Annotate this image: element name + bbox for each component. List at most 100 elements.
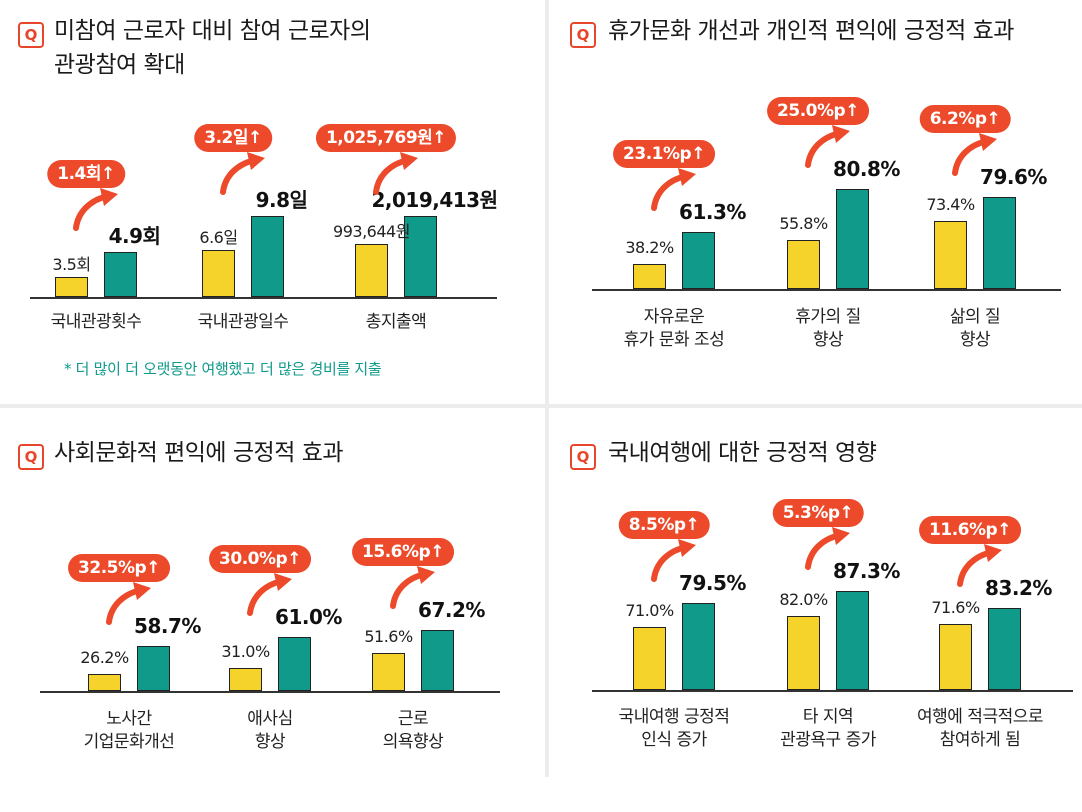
question-badge: Q <box>570 22 596 48</box>
increase-arrow-icon <box>957 544 1002 587</box>
bar-after <box>137 646 170 691</box>
increase-badge: 1,025,769원↑ <box>315 124 457 152</box>
value-label-before: 71.0% <box>625 601 674 620</box>
category-label-line: 의욕향상 <box>382 732 444 752</box>
value-label-after: 83.2% <box>985 576 1052 600</box>
footnote: * 더 많이 더 오랫동안 여행했고 더 많은 경비를 지출 <box>64 360 382 378</box>
category-label-line: 삶의 질 <box>949 307 1001 327</box>
bar-after <box>836 591 869 690</box>
bar-before <box>633 264 666 289</box>
increase-arrow-icon <box>73 188 118 231</box>
category-label-line: 향상 <box>959 330 991 350</box>
chart-title-line: 사회문화적 편익에 긍정적 효과 <box>54 440 344 466</box>
value-label-after: 61.0% <box>275 605 342 629</box>
category-label-line: 노사간 <box>106 709 152 729</box>
category-label: 여행에 적극적으로 참여하게 됨 <box>916 706 1044 752</box>
increase-arrow-icon <box>651 539 696 582</box>
category-label: 국내관광횟수 <box>51 311 142 334</box>
value-label-after: 61.3% <box>679 200 746 224</box>
increase-badge: 6.2%p↑ <box>919 105 1011 133</box>
bar-before <box>939 624 972 690</box>
bar-before <box>787 240 820 289</box>
value-label-before: 38.2% <box>625 238 674 257</box>
increase-arrow-icon <box>247 573 292 616</box>
category-label-line: 자유로운 <box>643 307 705 327</box>
value-label-after: 9.8일 <box>255 188 308 212</box>
question-badge: Q <box>570 444 596 470</box>
increase-arrow-icon <box>651 168 696 211</box>
value-label-before: 3.5회 <box>52 255 91 274</box>
chart-title: 사회문화적 편익에 긍정적 효과 <box>54 436 344 470</box>
increase-arrow-icon <box>373 152 418 195</box>
category-label-line: 관광욕구 증가 <box>780 730 876 750</box>
bar-before <box>372 653 405 691</box>
category-label-line: 애사심 <box>247 709 293 729</box>
bar-after <box>988 608 1021 690</box>
bar-before <box>55 277 88 297</box>
chart-panel-2: Q 휴가문화 개선과 개인적 편익에 긍정적 효과 38.2% 61.3% 23.1%p… <box>548 0 1082 404</box>
value-label-after: 79.5% <box>679 571 746 595</box>
value-label-before: 6.6일 <box>199 228 238 247</box>
category-label-line: 휴가의 질 <box>795 307 861 327</box>
chart-baseline <box>30 297 497 299</box>
chart-baseline <box>40 691 500 693</box>
category-label: 총지출액 <box>366 311 427 334</box>
vertical-divider <box>545 0 549 777</box>
value-label-after: 80.8% <box>833 157 900 181</box>
increase-badge: 5.3%p↑ <box>772 499 864 527</box>
increase-arrow-icon <box>805 527 850 570</box>
increase-arrow-icon <box>390 566 435 609</box>
value-label-before: 31.0% <box>221 642 270 661</box>
value-label-after: 58.7% <box>134 614 201 638</box>
category-label-line: 여행에 적극적으로 <box>916 707 1044 727</box>
bar-after <box>983 197 1016 289</box>
category-label-line: 인식 증가 <box>641 730 707 750</box>
value-label-after: 87.3% <box>833 559 900 583</box>
category-label-line: 향상 <box>254 732 286 752</box>
bar-before <box>934 221 967 289</box>
chart-panel-4: Q 국내여행에 대한 긍정적 영향 71.0% 79.5% 8.5%p↑ 국내여행 긍정적… <box>548 408 1082 812</box>
category-label-line: 총지출액 <box>365 312 427 332</box>
increase-arrow-icon <box>106 582 151 625</box>
chart-title-line: 관광참여 확대 <box>54 52 185 78</box>
bar-after <box>404 216 437 297</box>
value-label-before: 51.6% <box>364 627 413 646</box>
increase-arrow-icon <box>220 152 265 195</box>
increase-badge: 8.5%p↑ <box>618 511 710 539</box>
value-label-before: 71.6% <box>931 598 980 617</box>
increase-badge: 15.6%p↑ <box>352 538 454 566</box>
bar-before <box>787 616 820 690</box>
chart-title: 국내여행에 대한 긍정적 영향 <box>608 436 877 470</box>
chart-title: 휴가문화 개선과 개인적 편익에 긍정적 효과 <box>608 14 1014 48</box>
category-label-line: 향상 <box>812 330 844 350</box>
chart-baseline <box>592 289 1061 291</box>
bar-after <box>104 252 137 297</box>
increase-badge: 11.6%p↑ <box>919 516 1021 544</box>
category-label-line: 국내여행 긍정적 <box>618 707 730 727</box>
horizontal-divider <box>0 404 1082 408</box>
bar-before <box>355 244 388 297</box>
bar-before <box>202 250 235 297</box>
category-label-line: 타 지역 <box>802 707 854 727</box>
bar-before <box>633 627 666 690</box>
increase-badge: 25.0%p↑ <box>767 97 869 125</box>
category-label-line: 휴가 문화 조성 <box>623 330 725 350</box>
bar-after <box>278 637 311 691</box>
category-label-line: 근로 <box>397 709 429 729</box>
question-badge: Q <box>18 22 44 48</box>
bar-after <box>421 630 454 691</box>
chart-title-line: 미참여 근로자 대비 참여 근로자의 <box>54 18 371 44</box>
category-label-line: 기업문화개선 <box>83 732 175 752</box>
increase-arrow-icon <box>952 133 997 176</box>
value-label-after: 79.6% <box>980 165 1047 189</box>
increase-badge: 32.5%p↑ <box>68 554 170 582</box>
question-badge: Q <box>18 444 44 470</box>
bar-after <box>682 232 715 289</box>
bar-after <box>836 189 869 289</box>
value-label-before: 26.2% <box>80 648 129 667</box>
value-label-after: 67.2% <box>418 598 485 622</box>
